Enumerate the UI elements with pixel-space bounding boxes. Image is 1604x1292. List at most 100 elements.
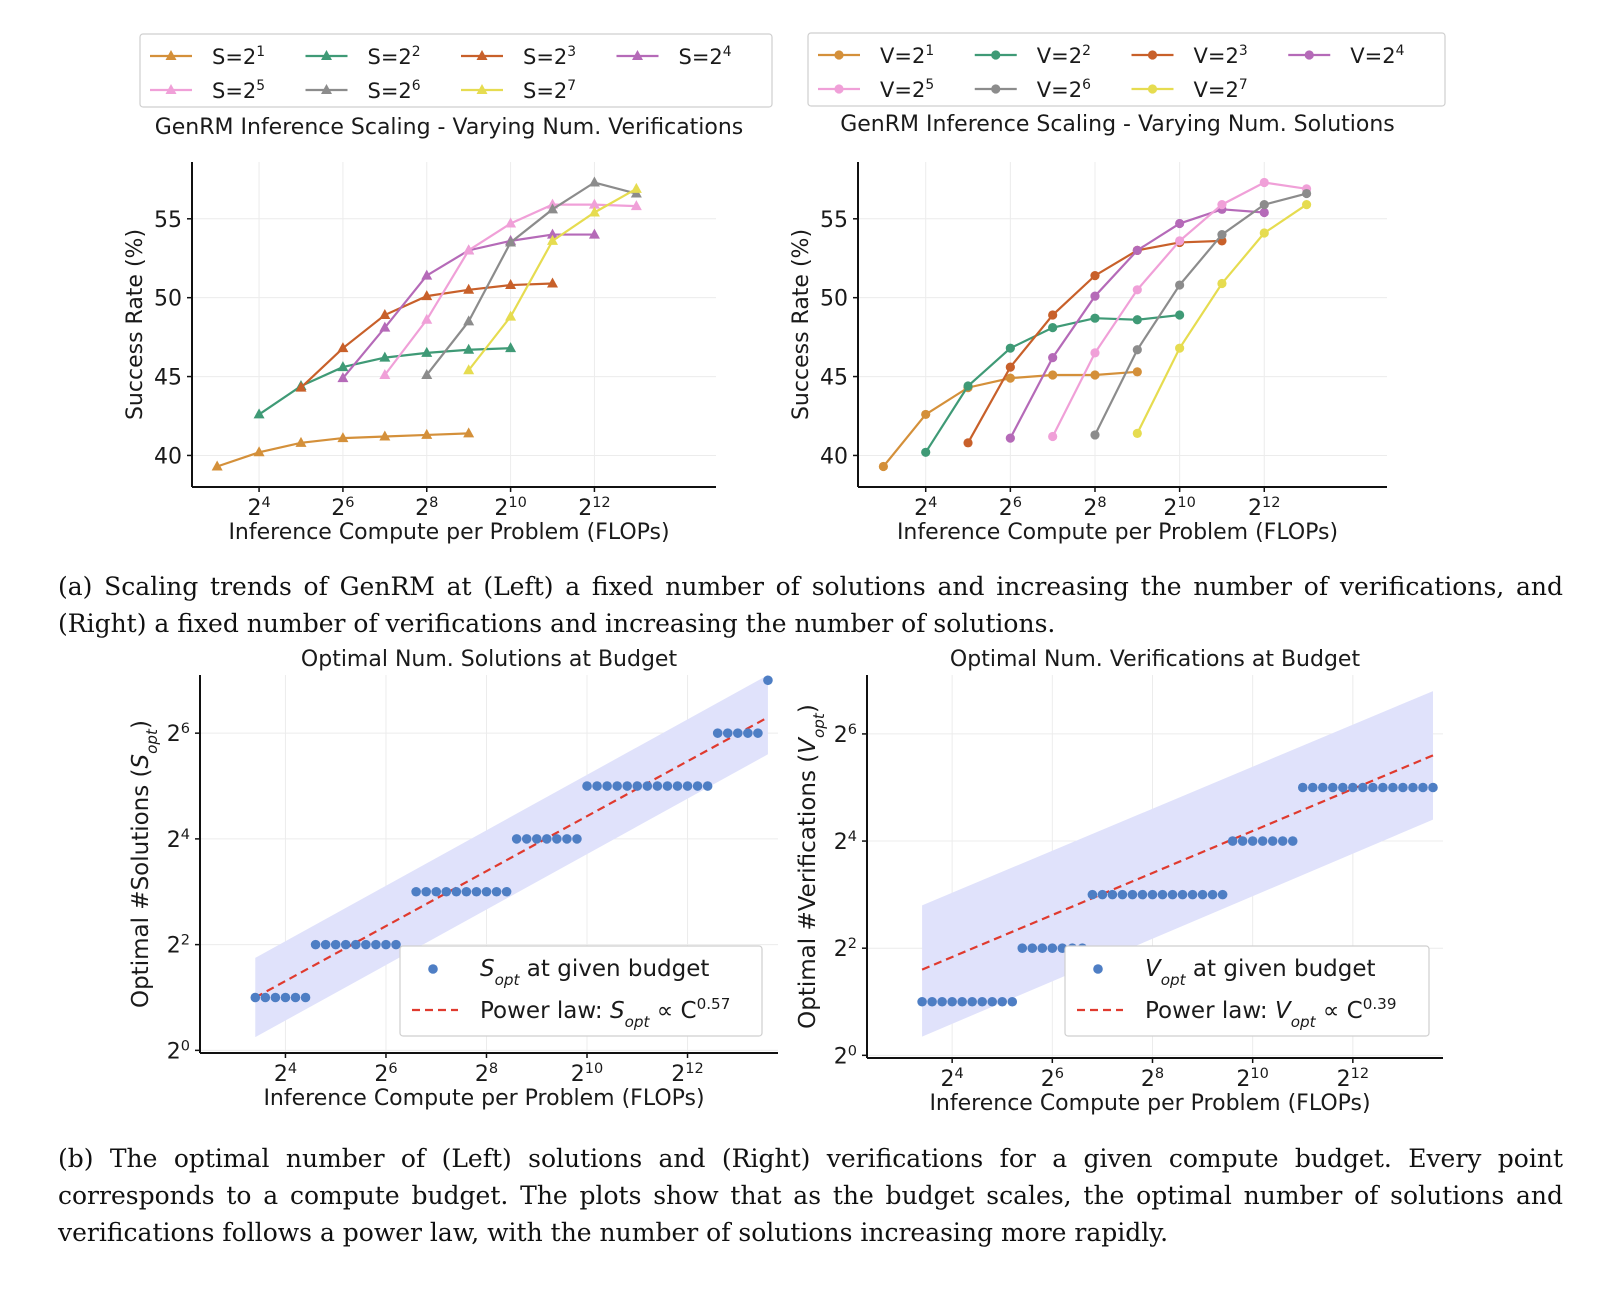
legend-label: S=22 <box>368 44 421 69</box>
data-point <box>1005 433 1015 443</box>
x-tick-label: 24 <box>274 1061 297 1087</box>
data-point <box>505 342 517 353</box>
y-tick-label: 45 <box>154 366 182 391</box>
data-point <box>1005 343 1015 353</box>
data-point <box>547 234 559 245</box>
data-point <box>692 781 703 791</box>
data-point <box>878 461 888 472</box>
data-point <box>1259 228 1269 238</box>
data-point <box>260 992 271 1003</box>
data-point <box>421 313 433 324</box>
data-point <box>411 886 421 897</box>
data-point <box>1147 889 1158 900</box>
data-point <box>1132 345 1142 355</box>
data-point <box>463 283 475 294</box>
data-point <box>763 675 773 686</box>
data-point <box>295 436 307 447</box>
legend-marker <box>321 50 332 60</box>
data-point <box>1027 943 1038 953</box>
data-point <box>632 781 643 791</box>
data-point <box>921 447 931 457</box>
power-law-fit <box>921 754 1434 971</box>
data-point <box>630 182 642 193</box>
data-point <box>1368 782 1378 793</box>
data-point <box>250 992 261 1003</box>
data-point <box>1005 373 1015 383</box>
data-point <box>1132 367 1142 377</box>
data-point <box>1175 343 1185 353</box>
data-point <box>1259 207 1269 218</box>
data-point <box>1408 782 1418 793</box>
data-point <box>1301 199 1312 210</box>
legend-label: S=23 <box>523 44 576 69</box>
y-tick-label: 45 <box>820 366 848 391</box>
data-point <box>662 781 673 791</box>
data-point <box>481 886 492 897</box>
chart-title: GenRM Inference Scaling - Varying Num. V… <box>155 115 744 140</box>
y-tick-label: 40 <box>154 444 182 469</box>
x-axis-label: Inference Compute per Problem (FLOPs) <box>929 1091 1370 1116</box>
data-point <box>463 343 475 354</box>
data-point <box>421 269 433 280</box>
data-point <box>642 781 653 791</box>
legend: V=21 V=22 V=23 V=24 V=25 V=26 V=27 <box>807 32 1446 107</box>
data-point <box>1137 889 1148 900</box>
y-tick-label: 20 <box>834 1043 857 1069</box>
data-point <box>1132 245 1142 255</box>
legend-marker <box>476 50 488 60</box>
data-point <box>421 290 433 301</box>
data-point <box>1048 353 1058 363</box>
data-point <box>682 781 693 791</box>
data-point <box>391 939 401 950</box>
data-point <box>1117 889 1128 900</box>
data-point <box>732 728 743 738</box>
data-point <box>290 992 301 1003</box>
data-point <box>421 346 433 357</box>
legend-label-points: Sopt at given budget <box>480 956 709 989</box>
data-point <box>1217 889 1228 900</box>
data-point <box>421 886 431 897</box>
data-point <box>501 886 512 897</box>
data-point <box>547 228 559 239</box>
data-point <box>431 886 442 897</box>
data-point <box>1175 218 1185 229</box>
legend-label-points: Vopt at given budget <box>1145 956 1376 989</box>
data-point <box>491 886 502 897</box>
data-point <box>1090 291 1100 301</box>
data-point <box>505 236 517 247</box>
data-point <box>521 834 532 844</box>
y-tick-label: 22 <box>167 933 190 959</box>
x-tick-label: 26 <box>1041 1066 1064 1092</box>
data-point <box>1259 199 1269 210</box>
data-point <box>588 198 600 209</box>
legend-label: V=24 <box>1350 43 1404 68</box>
data-point <box>1388 782 1398 793</box>
series-line <box>425 181 637 376</box>
data-point <box>957 996 967 1007</box>
data-point <box>421 428 433 439</box>
data-point <box>1090 313 1100 323</box>
data-point <box>1307 782 1318 793</box>
legend-marker <box>165 50 177 60</box>
legend: S=21 S=22 S=23 S=24 S=25 S=26 S=27 <box>139 33 773 108</box>
data-point <box>987 996 998 1007</box>
data-point <box>310 939 321 950</box>
data-point <box>337 372 349 383</box>
data-point <box>463 244 475 255</box>
data-point <box>253 408 265 419</box>
legend-label: S=26 <box>368 78 421 103</box>
legend-marker <box>428 964 438 974</box>
data-point <box>1348 782 1358 793</box>
y-tick-label: 22 <box>834 936 857 962</box>
data-point <box>1167 889 1178 900</box>
data-point <box>672 781 683 791</box>
data-point <box>1259 177 1269 188</box>
legend-box <box>807 32 1446 107</box>
x-tick-label: 24 <box>247 495 270 521</box>
legend-marker <box>834 84 844 94</box>
legend-marker <box>476 84 488 94</box>
y-tick-label: 24 <box>834 829 857 855</box>
data-point <box>300 992 311 1003</box>
y-tick-label: 24 <box>167 827 190 853</box>
data-point <box>1301 188 1312 199</box>
